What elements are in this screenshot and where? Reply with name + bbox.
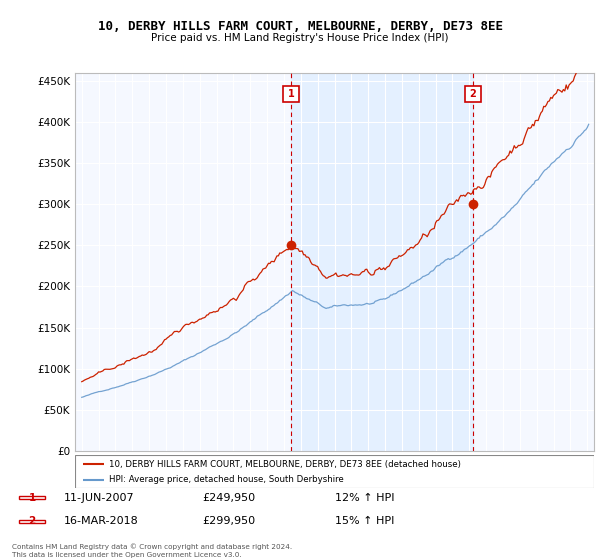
Text: Price paid vs. HM Land Registry's House Price Index (HPI): Price paid vs. HM Land Registry's House … xyxy=(151,33,449,43)
FancyBboxPatch shape xyxy=(19,496,45,499)
Text: £299,950: £299,950 xyxy=(202,516,255,526)
FancyBboxPatch shape xyxy=(75,455,594,488)
Text: 2: 2 xyxy=(29,516,36,526)
Text: 2: 2 xyxy=(469,88,476,99)
Text: 15% ↑ HPI: 15% ↑ HPI xyxy=(335,516,394,526)
Bar xyxy=(292,73,473,451)
Text: 16-MAR-2018: 16-MAR-2018 xyxy=(64,516,139,526)
Text: HPI: Average price, detached house, South Derbyshire: HPI: Average price, detached house, Sout… xyxy=(109,475,343,484)
Text: 10, DERBY HILLS FARM COURT, MELBOURNE, DERBY, DE73 8EE (detached house): 10, DERBY HILLS FARM COURT, MELBOURNE, D… xyxy=(109,460,461,469)
Text: 1: 1 xyxy=(29,493,36,503)
Text: 10, DERBY HILLS FARM COURT, MELBOURNE, DERBY, DE73 8EE: 10, DERBY HILLS FARM COURT, MELBOURNE, D… xyxy=(97,20,503,34)
Text: 12% ↑ HPI: 12% ↑ HPI xyxy=(335,493,394,503)
FancyBboxPatch shape xyxy=(19,520,45,523)
Text: £249,950: £249,950 xyxy=(202,493,255,503)
Text: Contains HM Land Registry data © Crown copyright and database right 2024.
This d: Contains HM Land Registry data © Crown c… xyxy=(12,543,292,558)
Text: 1: 1 xyxy=(288,88,295,99)
Text: 11-JUN-2007: 11-JUN-2007 xyxy=(64,493,134,503)
